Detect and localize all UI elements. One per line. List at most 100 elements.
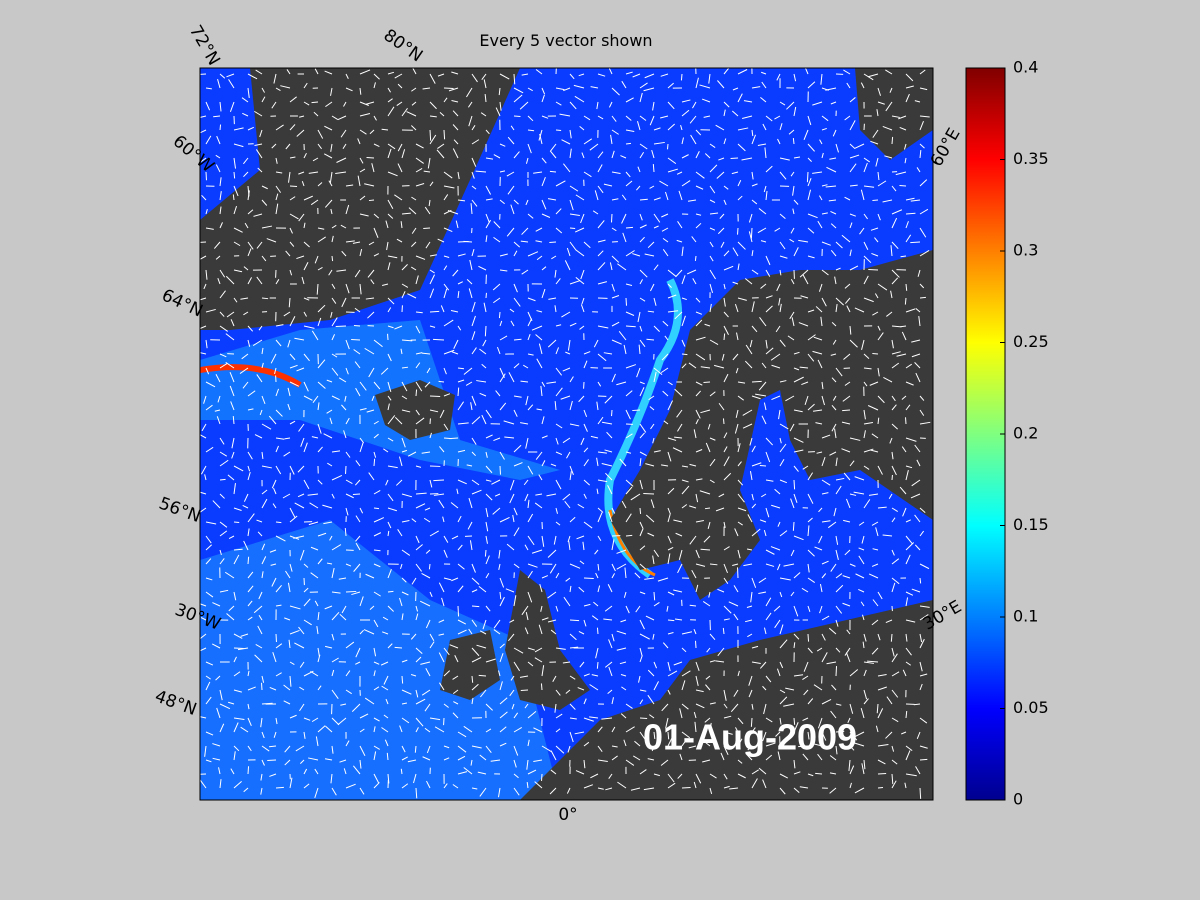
current-vector xyxy=(821,560,829,565)
current-vector xyxy=(686,269,697,275)
current-vector xyxy=(359,113,371,117)
current-vector xyxy=(611,321,620,327)
current-vector xyxy=(373,751,377,761)
current-vector xyxy=(793,605,799,617)
current-vector xyxy=(569,148,572,159)
current-vector xyxy=(466,279,473,285)
current-vector xyxy=(401,291,406,299)
current-vector xyxy=(331,633,335,641)
current-vector xyxy=(601,421,613,425)
current-vector xyxy=(310,572,319,579)
current-vector xyxy=(645,514,655,523)
current-vector xyxy=(205,381,216,388)
current-vector xyxy=(703,741,711,747)
current-vector xyxy=(807,255,815,259)
current-vector xyxy=(643,787,655,791)
current-vector xyxy=(411,101,417,106)
current-vector xyxy=(396,479,403,486)
current-vector xyxy=(499,101,502,111)
current-vector xyxy=(559,113,571,117)
current-vector xyxy=(513,241,521,248)
current-vector xyxy=(581,297,585,305)
current-vector xyxy=(891,136,894,145)
current-vector xyxy=(891,362,900,369)
current-vector xyxy=(731,171,739,175)
current-vector xyxy=(311,330,319,341)
current-vector xyxy=(660,115,669,119)
current-vector xyxy=(401,409,411,413)
current-vector xyxy=(723,773,728,780)
current-vector xyxy=(905,283,908,291)
current-vector xyxy=(261,423,272,430)
current-vector xyxy=(454,655,459,663)
current-vector xyxy=(429,310,440,313)
current-vector xyxy=(625,325,636,328)
current-vector xyxy=(233,548,243,551)
current-vector xyxy=(844,283,851,289)
current-vector xyxy=(513,563,520,569)
current-vector xyxy=(750,227,753,239)
current-vector xyxy=(540,683,543,691)
current-vector xyxy=(565,689,571,694)
current-vector xyxy=(509,493,515,504)
current-vector xyxy=(331,450,341,453)
current-vector xyxy=(261,347,264,355)
current-vector xyxy=(451,535,459,540)
current-vector xyxy=(649,283,655,292)
current-vector xyxy=(212,757,221,761)
current-vector xyxy=(541,94,545,103)
current-vector xyxy=(751,134,756,145)
current-vector xyxy=(817,220,823,229)
current-vector xyxy=(604,395,613,404)
current-vector xyxy=(621,194,627,201)
current-vector xyxy=(625,171,631,178)
current-vector xyxy=(704,153,711,159)
current-vector xyxy=(429,591,433,598)
current-vector xyxy=(560,395,571,400)
current-vector xyxy=(270,563,277,566)
current-vector xyxy=(644,577,655,580)
current-vector xyxy=(849,493,857,496)
current-vector xyxy=(695,689,704,693)
current-vector xyxy=(331,235,334,243)
current-vector xyxy=(233,554,240,565)
current-vector xyxy=(841,421,851,425)
current-vector xyxy=(428,563,431,570)
current-vector xyxy=(835,605,843,614)
current-vector xyxy=(590,435,599,439)
current-vector xyxy=(555,387,563,397)
current-vector xyxy=(485,409,492,419)
current-vector xyxy=(345,590,357,593)
current-vector xyxy=(457,585,464,593)
current-vector xyxy=(742,423,753,429)
current-vector xyxy=(583,759,586,769)
current-vector xyxy=(611,87,620,96)
current-vector xyxy=(863,698,869,705)
current-vector xyxy=(639,591,646,595)
current-vector xyxy=(723,456,730,467)
current-vector xyxy=(673,519,683,523)
current-vector xyxy=(470,759,473,766)
current-vector xyxy=(331,367,339,376)
current-vector xyxy=(363,629,375,635)
current-vector xyxy=(478,585,487,593)
current-vector xyxy=(286,69,291,75)
current-vector xyxy=(469,259,473,271)
current-vector xyxy=(834,428,837,439)
current-vector xyxy=(737,461,742,467)
current-vector xyxy=(579,560,585,565)
current-vector xyxy=(492,507,501,515)
current-vector xyxy=(905,519,911,523)
current-vector xyxy=(308,521,319,526)
current-vector xyxy=(653,681,659,691)
current-vector xyxy=(426,780,431,789)
current-vector xyxy=(499,335,508,341)
current-vector xyxy=(359,408,367,411)
current-vector xyxy=(323,153,333,159)
current-vector xyxy=(639,451,647,456)
current-vector xyxy=(597,281,608,285)
current-vector xyxy=(401,613,404,621)
current-vector xyxy=(611,227,617,232)
current-vector xyxy=(863,255,872,264)
current-vector xyxy=(603,352,613,355)
